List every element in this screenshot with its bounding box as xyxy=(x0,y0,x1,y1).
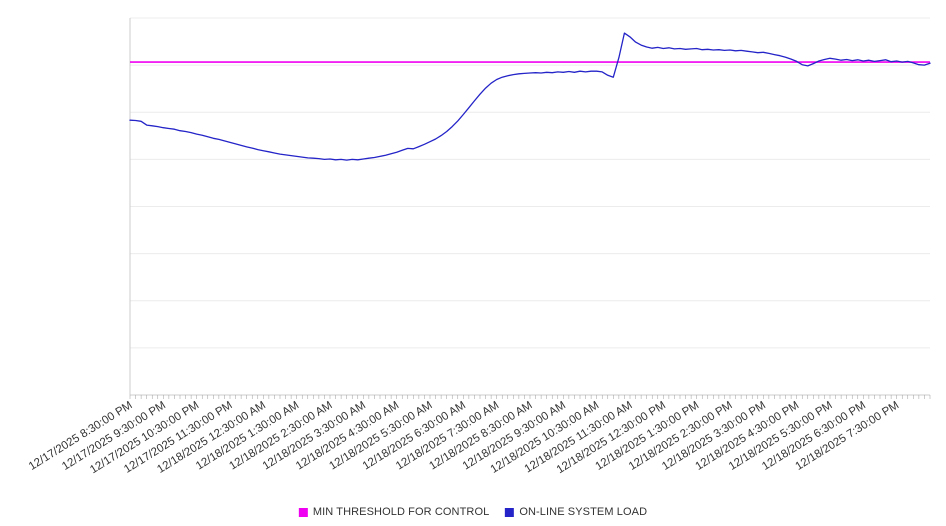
legend-label-threshold: MIN THRESHOLD FOR CONTROL xyxy=(312,506,490,518)
legend-swatch-load xyxy=(505,507,515,517)
load-line xyxy=(129,32,931,161)
legend-label-load: ON-LINE SYSTEM LOAD xyxy=(519,506,648,518)
legend-item-threshold[interactable]: MIN THRESHOLD FOR CONTROL xyxy=(298,506,490,518)
chart-legend: MIN THRESHOLD FOR CONTROL ON-LINE SYSTEM… xyxy=(298,506,647,518)
legend-swatch-threshold xyxy=(298,507,308,517)
legend-item-load[interactable]: ON-LINE SYSTEM LOAD xyxy=(505,506,647,518)
